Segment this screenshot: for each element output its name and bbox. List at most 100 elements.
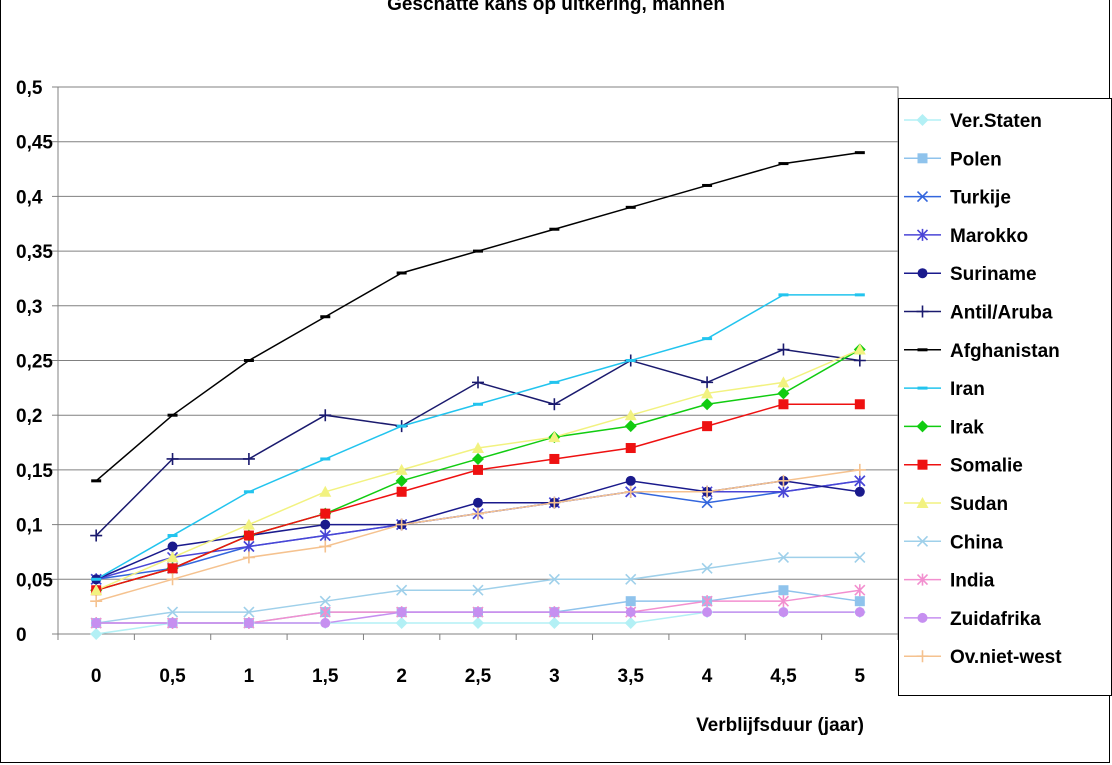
data-point	[320, 315, 331, 319]
data-point	[548, 617, 561, 630]
legend-label: China	[950, 532, 1003, 553]
data-point	[319, 485, 332, 497]
y-tick-labels: 0 0,05 0,1 0,15 0,2 0,25 0,3 0,35 0,4 0,45 0,5	[16, 78, 58, 646]
data-point	[777, 595, 790, 608]
data-point	[777, 485, 790, 498]
data-point	[625, 475, 636, 486]
chart-title: Geschatte kans op uitkering, mannen	[387, 0, 725, 15]
series-line	[95, 480, 860, 581]
data-point	[854, 293, 865, 297]
data-point	[625, 205, 636, 209]
data-point	[778, 293, 789, 297]
legend-label: Polen	[950, 149, 1002, 170]
legend-entry: Iran	[904, 379, 985, 400]
data-point	[854, 151, 865, 155]
legend-label: Turkije	[950, 188, 1011, 209]
data-point	[624, 420, 637, 433]
data-point	[91, 618, 102, 629]
data-point	[320, 618, 331, 629]
legend-marker	[917, 268, 928, 279]
data-point	[472, 442, 484, 454]
data-point	[396, 607, 407, 618]
data-point	[473, 607, 483, 618]
data-point	[777, 387, 790, 400]
data-point	[548, 496, 561, 509]
data-point	[777, 376, 790, 388]
data-point	[243, 540, 255, 553]
data-point	[167, 618, 178, 629]
data-point	[473, 464, 483, 475]
series-line	[95, 294, 860, 580]
data-point	[166, 573, 179, 586]
data-point	[243, 359, 254, 362]
data-point	[473, 249, 483, 253]
series-line	[95, 480, 860, 580]
legend-entry: Ov.niet-west	[904, 647, 1062, 668]
legend-label: Marokko	[950, 226, 1028, 247]
y-tick-label: 0,1	[16, 516, 43, 537]
x-tick-label: 4	[702, 666, 713, 687]
data-point	[167, 413, 178, 417]
y-tick-label: 0,15	[16, 461, 53, 482]
data-point	[854, 486, 865, 497]
data-point	[396, 584, 408, 596]
legend-marker	[916, 191, 929, 203]
legend-label: Somalie	[950, 456, 1023, 477]
data-point	[395, 617, 408, 630]
data-point	[320, 519, 331, 530]
data-point	[472, 584, 484, 596]
legend-entry: Antil/Aruba	[904, 303, 1053, 324]
data-point	[624, 617, 637, 630]
data-point	[778, 607, 789, 618]
legend-entry: Polen	[904, 149, 1002, 170]
x-tick-label: 2,5	[465, 666, 492, 687]
data-point	[242, 518, 255, 530]
data-point	[702, 183, 713, 187]
legend-entry: Ver.Staten	[904, 111, 1042, 132]
data-point	[625, 607, 636, 618]
data-point	[549, 380, 560, 384]
legend-marker	[916, 573, 929, 586]
series-lines	[95, 151, 861, 635]
data-point	[701, 595, 713, 608]
data-point	[472, 507, 484, 520]
legend-entry: Zuidafrika	[904, 609, 1041, 630]
legend-label: Zuidafrika	[950, 609, 1041, 630]
legend-label: Afghanistan	[950, 341, 1060, 362]
legend-entry: Somalie	[904, 456, 1023, 477]
y-tick-label: 0,5	[16, 78, 43, 99]
data-point	[778, 162, 789, 166]
data-point	[319, 529, 331, 542]
data-point	[90, 595, 103, 608]
data-point	[167, 534, 178, 538]
legend-marker	[917, 153, 928, 164]
legend-marker	[916, 650, 929, 663]
data-point	[91, 479, 102, 483]
data-point	[167, 563, 178, 574]
x-tick-label: 1,5	[312, 666, 339, 687]
data-point	[549, 227, 560, 231]
x-tick-label: 0	[91, 666, 102, 687]
data-point	[243, 618, 254, 629]
data-point	[548, 398, 561, 411]
data-point	[701, 398, 714, 411]
data-point	[777, 551, 790, 563]
x-tick-label: 1	[244, 666, 255, 687]
data-point	[395, 474, 408, 487]
data-point	[702, 421, 713, 432]
data-point	[853, 463, 866, 476]
data-point	[853, 354, 866, 367]
y-tick-label: 0,2	[16, 406, 42, 427]
y-tick-label: 0	[16, 625, 27, 646]
data-point	[701, 497, 713, 509]
legend-marker	[917, 459, 928, 470]
data-point	[243, 530, 254, 541]
legend-marker	[916, 228, 929, 241]
y-tick-label: 0,4	[16, 187, 43, 208]
legend-label: Sudan	[950, 494, 1008, 515]
legend-marker	[916, 497, 929, 508]
data-point	[854, 551, 866, 563]
legend-marker	[917, 386, 928, 390]
data-point	[702, 337, 713, 341]
data-point	[472, 376, 484, 389]
